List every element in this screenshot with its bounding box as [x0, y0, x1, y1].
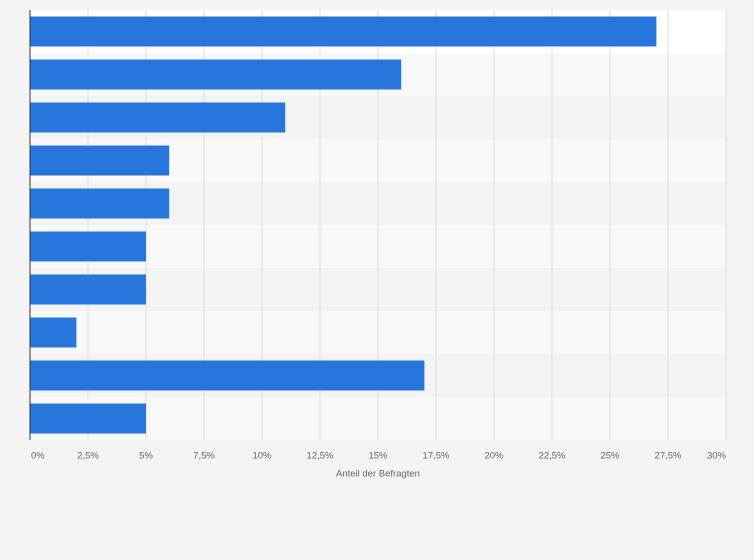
- x-tick-label: 0%: [31, 451, 45, 462]
- x-tick-label: 12,5%: [307, 451, 334, 462]
- x-tick-label: 30%: [707, 451, 727, 462]
- x-tick-label: 7,5%: [193, 451, 215, 462]
- bar: [30, 188, 170, 219]
- bar: [30, 102, 286, 133]
- bar: [30, 145, 170, 176]
- x-axis-label: Anteil der Befragten: [336, 469, 420, 480]
- bar: [30, 59, 402, 90]
- bar: [30, 16, 657, 47]
- bar: [30, 231, 146, 262]
- bar: [30, 403, 146, 434]
- x-tick-label: 10%: [252, 451, 272, 462]
- x-tick-label: 17,5%: [423, 451, 450, 462]
- x-tick-label: 20%: [484, 451, 504, 462]
- x-tick-label: 15%: [368, 451, 388, 462]
- bar: [30, 360, 425, 391]
- bar: [30, 317, 77, 348]
- bar: [30, 274, 146, 305]
- x-tick-label: 5%: [139, 451, 153, 462]
- x-tick-label: 25%: [600, 451, 620, 462]
- x-tick-label: 22,5%: [539, 451, 566, 462]
- x-tick-label: 27,5%: [655, 451, 682, 462]
- x-tick-label: 2,5%: [77, 451, 99, 462]
